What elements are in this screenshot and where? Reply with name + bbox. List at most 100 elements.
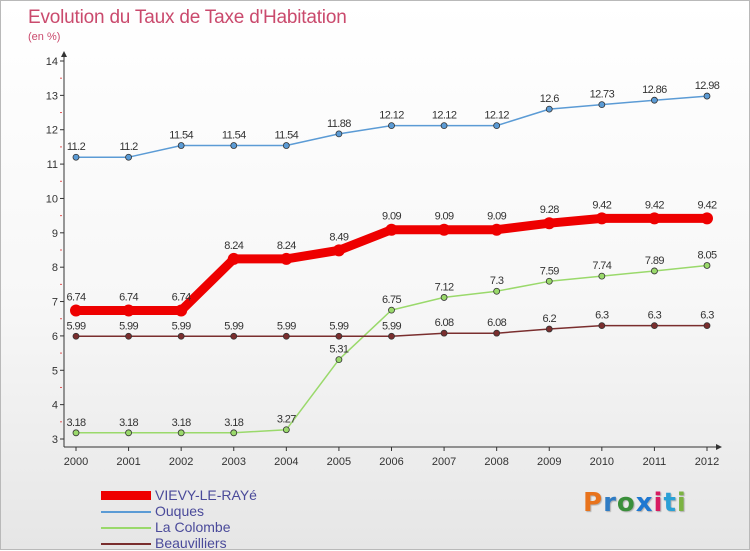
y-tick-label: 8 [52, 262, 58, 274]
data-point [703, 262, 711, 269]
data-label: 3.18 [224, 417, 243, 429]
data-label: 7.89 [645, 255, 664, 267]
data-point [125, 332, 132, 340]
data-label: 9.28 [540, 204, 559, 216]
data-point [177, 429, 185, 437]
brand-letter: i [676, 488, 687, 518]
data-point [175, 304, 188, 317]
data-label: 6.74 [119, 291, 138, 303]
data-label: 9.42 [645, 199, 664, 211]
data-point [282, 426, 290, 434]
x-tick-label: 2011 [643, 456, 667, 468]
series-beauvilliers: 5.99 5.99 5.99 5.99 5.99 5.99 5.99 6.08 6.08 6.2 6… [66, 310, 715, 340]
brand-logo: Proxiti [583, 488, 687, 518]
data-point [438, 223, 451, 236]
data-label: 9.09 [435, 211, 454, 223]
series-ouques: 11.2 11.2 11.54 11.54 11.54 11.88 12.12 12.12 12… [67, 80, 720, 161]
data-label: 9.42 [592, 199, 611, 211]
data-label: 9.09 [382, 211, 401, 223]
data-label: 6.74 [66, 291, 85, 303]
data-label: 5.99 [66, 320, 85, 332]
y-tick-label: 7 [52, 297, 58, 309]
data-point [493, 287, 501, 295]
y-tick-label: 6 [52, 331, 58, 343]
data-label: 12.98 [695, 80, 720, 92]
data-label: 11.54 [169, 130, 193, 142]
x-tick-label: 2005 [327, 456, 351, 468]
data-label: 6.74 [172, 291, 191, 303]
data-label: 5.99 [224, 320, 243, 332]
data-label: 5.99 [119, 320, 138, 332]
data-label: 8.24 [277, 240, 296, 252]
data-label: 8.05 [697, 249, 716, 261]
data-point [493, 329, 501, 337]
legend-label: La Colombe [155, 519, 231, 535]
x-tick-label: 2007 [432, 456, 456, 468]
data-label: 12.12 [432, 110, 457, 122]
data-label: 7.12 [435, 281, 454, 293]
data-point [440, 122, 448, 130]
data-point [598, 272, 606, 280]
x-tick-label: 2010 [590, 456, 614, 468]
x-tick-label: 2001 [116, 456, 140, 468]
x-axis-arrow [716, 444, 722, 450]
x-tick-label: 2000 [64, 456, 88, 468]
data-point [703, 322, 711, 330]
data-point [545, 105, 553, 113]
series-line [76, 264, 708, 434]
data-point [122, 304, 135, 317]
series-la-colombe: 3.18 3.18 3.18 3.18 3.27 5.31 6.75 7.12 7.3 7.59 7… [66, 249, 718, 437]
data-label: 6.75 [382, 294, 401, 306]
data-label: 5.99 [277, 320, 296, 332]
data-label: 3.18 [172, 417, 191, 429]
data-label: 3.18 [66, 417, 85, 429]
legend-swatch [101, 511, 151, 513]
data-point [385, 223, 398, 236]
data-label: 5.99 [382, 320, 401, 332]
data-point [388, 306, 395, 314]
data-label: 12.12 [379, 110, 404, 122]
data-point [493, 122, 501, 130]
data-point [598, 322, 606, 330]
data-label: 6.08 [435, 317, 454, 329]
y-tick-label: 14 [46, 56, 58, 68]
data-point [230, 332, 238, 340]
data-point [388, 122, 395, 130]
x-tick-label: 2006 [379, 456, 403, 468]
data-point [72, 332, 80, 340]
data-point [335, 332, 343, 340]
data-label: 3.27 [277, 414, 296, 426]
data-label: 6.3 [700, 310, 714, 322]
brand-letter: P [583, 488, 604, 518]
x-tick-label: 2008 [484, 456, 508, 468]
data-point [595, 212, 608, 225]
series-vievy-le-ray-: 6.74 6.74 6.74 8.24 8.24 8.49 9.09 9.09 9.09 9.28… [66, 199, 718, 317]
legend-label: Ouques [155, 503, 205, 519]
data-point [282, 332, 290, 340]
data-label: 3.18 [119, 417, 138, 429]
data-point [648, 212, 661, 225]
brand-letter: i [653, 488, 664, 518]
data-point [177, 332, 185, 340]
data-label: 7.74 [592, 260, 611, 272]
data-label: 7.3 [490, 275, 504, 287]
legend-swatch [101, 527, 151, 529]
y-tick-label: 4 [52, 400, 58, 412]
data-label: 12.6 [540, 93, 559, 105]
y-tick-label: 12 [46, 125, 58, 137]
data-point [335, 130, 343, 138]
legend-label: VIEVY-LE-RAYé [155, 487, 257, 503]
data-point [598, 101, 606, 109]
data-label: 5.99 [329, 320, 348, 332]
y-axis-arrow [61, 51, 67, 57]
data-point [701, 212, 713, 225]
data-point [651, 322, 658, 330]
data-point [543, 217, 556, 230]
data-point [703, 92, 711, 100]
data-label: 7.59 [540, 265, 559, 277]
data-point [282, 142, 290, 149]
data-label: 6.2 [543, 313, 557, 325]
data-point [72, 153, 80, 161]
brand-letter: r [603, 488, 617, 518]
